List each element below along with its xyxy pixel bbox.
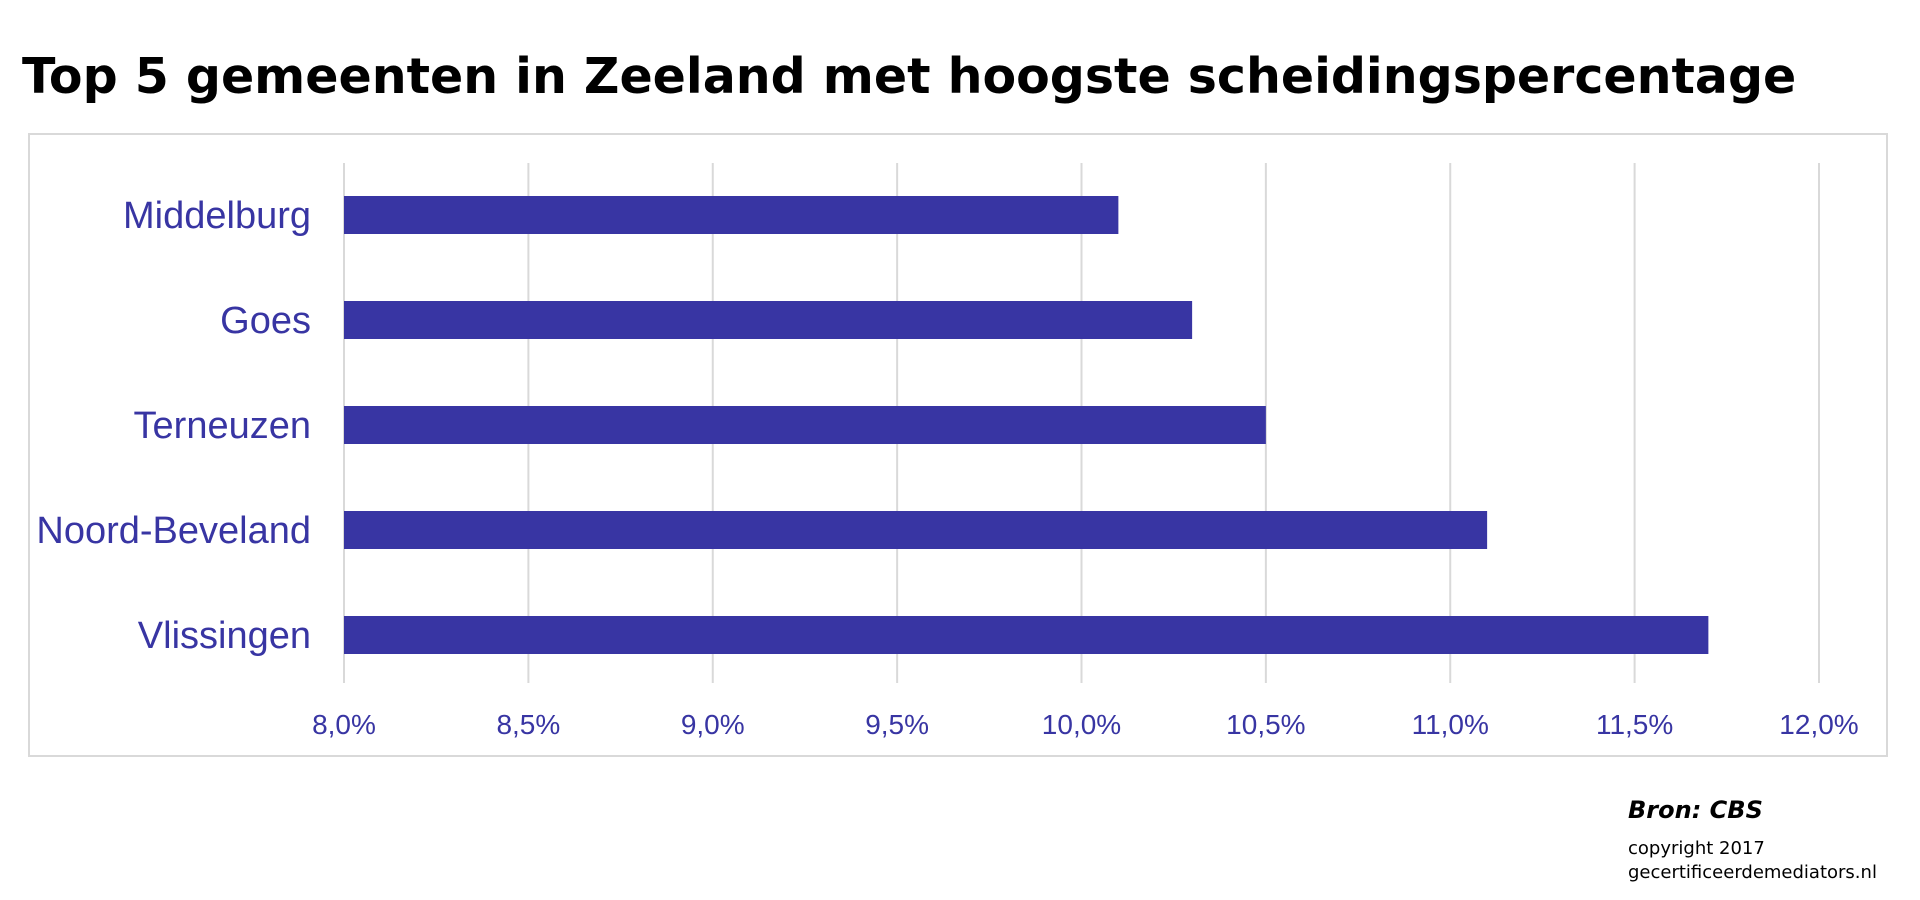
chart-title: Top 5 gemeenten in Zeeland met hoogste s… bbox=[22, 48, 1797, 105]
bar-terneuzen bbox=[344, 406, 1266, 444]
bar-goes bbox=[344, 301, 1193, 339]
website-credit: gecertificeerdemediators.nl bbox=[1628, 862, 1877, 883]
category-label-noord-beveland: Noord-Beveland bbox=[36, 510, 311, 552]
x-tick-label-4: 10,0% bbox=[1042, 709, 1121, 740]
category-labels: Middelburg Goes Terneuzen Noord-Beveland Vli… bbox=[36, 195, 311, 657]
x-axis-tick-labels: 8,0% 8,5% 9,0% 9,5% 10,0% 10,5% 11,0% 11,5% 12,0… bbox=[312, 709, 1859, 740]
category-label-goes: Goes bbox=[220, 300, 311, 342]
source-note: Bron: CBS bbox=[1628, 796, 1763, 824]
category-label-vlissingen: Vlissingen bbox=[138, 615, 311, 657]
x-tick-label-3: 9,5% bbox=[865, 709, 929, 740]
bars bbox=[344, 196, 1709, 654]
copyright-note: copyright 2017 bbox=[1628, 838, 1765, 859]
x-tick-label-6: 11,0% bbox=[1412, 709, 1489, 740]
x-tick-label-8: 12,0% bbox=[1779, 709, 1858, 740]
x-tick-label-7: 11,5% bbox=[1596, 709, 1673, 740]
category-label-middelburg: Middelburg bbox=[123, 195, 311, 237]
bar-vlissingen bbox=[344, 616, 1709, 654]
chart-frame bbox=[28, 133, 1888, 757]
category-label-terneuzen: Terneuzen bbox=[134, 405, 311, 447]
x-tick-label-0: 8,0% bbox=[312, 709, 376, 740]
x-tick-label-2: 9,0% bbox=[681, 709, 745, 740]
bar-noord-beveland bbox=[344, 511, 1488, 549]
x-tick-label-5: 10,5% bbox=[1226, 709, 1305, 740]
bar-middelburg bbox=[344, 196, 1119, 234]
x-tick-label-1: 8,5% bbox=[496, 709, 560, 740]
